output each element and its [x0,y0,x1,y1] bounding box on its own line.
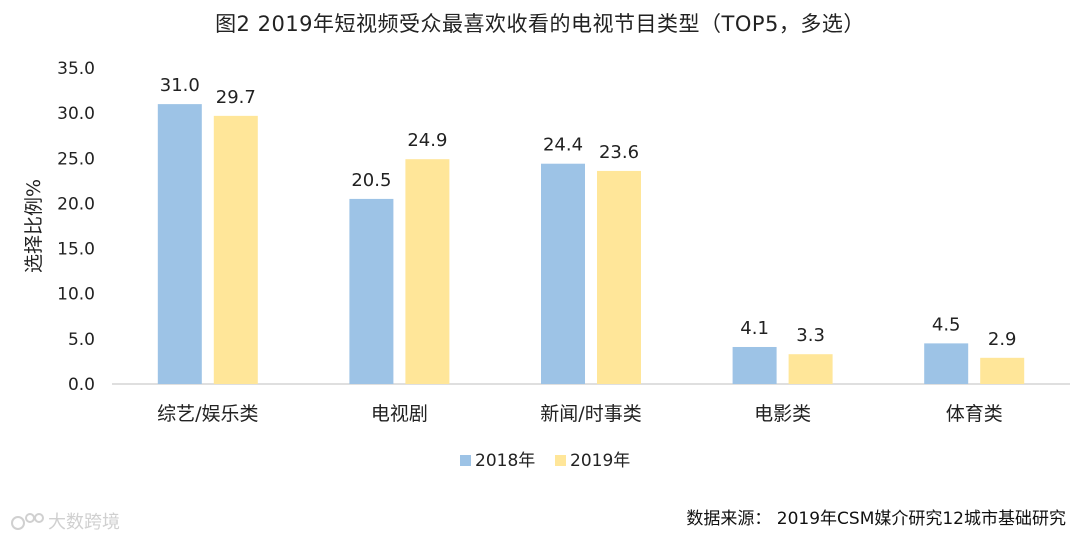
bar-2019 [788,354,833,384]
bar-2019 [597,170,641,384]
y-tick-label: 20.0 [57,194,95,214]
bar-2018 [732,346,777,384]
bar-2019 [980,357,1025,384]
bar-2018 [541,163,585,384]
data-label: 4.1 [740,318,769,339]
data-label: 20.5 [351,170,391,191]
legend-swatch-2019 [555,455,566,466]
x-category-label: 体育类 [946,403,1003,425]
legend-label: 2018年 [475,451,535,471]
bar-2018 [924,343,969,384]
watermark: 大数跨境 [10,508,120,534]
bar-2018 [157,104,202,384]
watermark-text: 大数跨境 [48,512,120,533]
y-tick-label: 35.0 [57,59,95,79]
y-tick-label: 30.0 [57,104,95,124]
y-tick-label: 10.0 [57,285,95,305]
bar-chart: 0.0 5.0 10.0 15.0 20.0 25.0 30.0 35.0 选择比例% 31.0 2… [23,59,1070,471]
data-label: 31.0 [160,75,200,96]
legend-swatch-2018 [460,455,471,466]
y-tick-label: 25.0 [57,149,95,169]
y-tick-label: 5.0 [68,330,95,350]
watermark-logo-icon [11,513,44,530]
data-label: 3.3 [796,325,825,346]
x-category-label: 电影类 [754,403,811,425]
x-category-label: 新闻/时事类 [540,403,641,425]
x-category-label: 综艺/娱乐类 [157,403,258,425]
data-label: 2.9 [988,329,1017,350]
legend-label: 2019年 [570,451,630,471]
data-label: 29.7 [216,87,256,108]
data-label: 4.5 [932,314,961,335]
bar-2018 [349,198,394,384]
y-tick-label: 0.0 [68,375,95,395]
source-note: 数据来源： 2019年CSM媒介研究12城市基础研究 [686,509,1066,529]
bar-2019 [213,115,258,384]
y-axis-label: 选择比例% [23,179,45,273]
data-label: 24.9 [407,130,447,151]
data-label: 23.6 [599,142,639,163]
x-category-label: 电视剧 [371,403,428,425]
bar-2019 [405,159,450,384]
chart-title: 图2 2019年短视频受众最喜欢收看的电视节目类型（TOP5，多选） [215,12,865,36]
y-tick-label: 15.0 [57,240,95,260]
data-label: 24.4 [543,135,583,156]
